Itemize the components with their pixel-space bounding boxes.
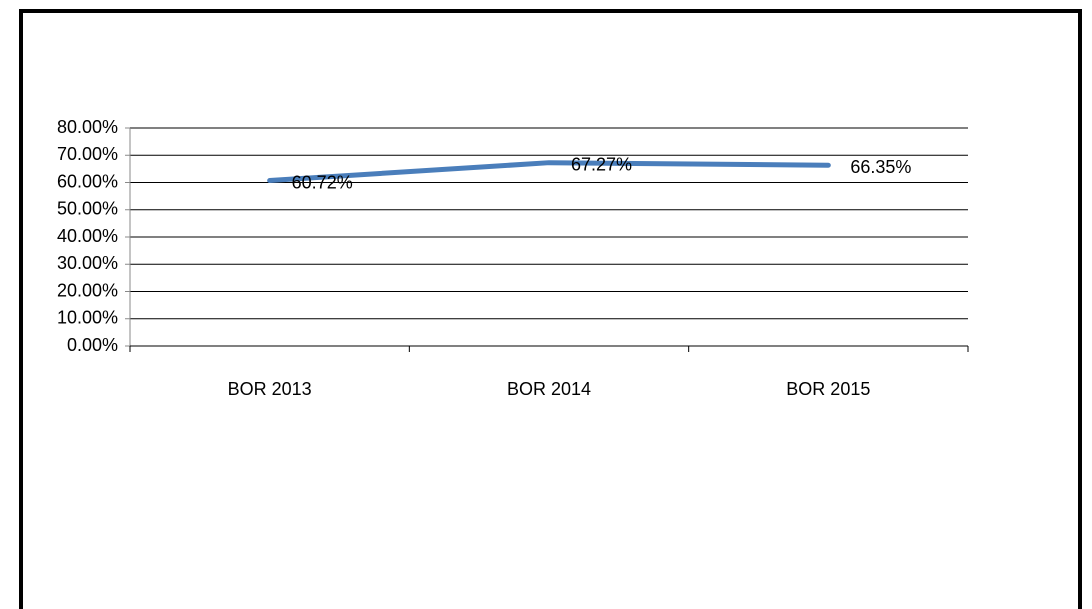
y-tick-label: 0.00%	[67, 335, 118, 355]
y-tick-label: 30.00%	[57, 253, 118, 273]
x-tick-label: BOR 2015	[786, 379, 870, 399]
y-tick-label: 70.00%	[57, 144, 118, 164]
data-label: 67.27%	[571, 154, 632, 174]
data-label: 60.72%	[292, 172, 353, 192]
y-tick-label: 20.00%	[57, 280, 118, 300]
series-line	[267, 160, 831, 184]
data-label: 66.35%	[850, 157, 911, 177]
x-tick-label: BOR 2013	[228, 379, 312, 399]
y-tick-label: 10.00%	[57, 308, 118, 328]
x-tick-label: BOR 2014	[507, 379, 591, 399]
y-tick-label: 40.00%	[57, 226, 118, 246]
chart-frame	[19, 9, 1082, 609]
y-tick-label: 60.00%	[57, 171, 118, 191]
y-tick-label: 80.00%	[57, 117, 118, 137]
y-tick-label: 50.00%	[57, 199, 118, 219]
